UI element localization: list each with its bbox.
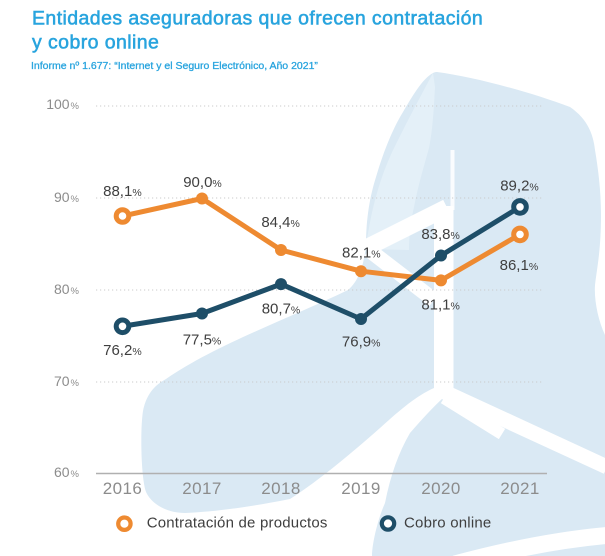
svg-text:81,1%: 81,1% [421,297,460,314]
svg-text:y cobro online: y cobro online [32,32,159,54]
svg-text:2018: 2018 [261,479,300,498]
svg-text:2019: 2019 [341,479,380,498]
svg-text:89,2%: 89,2% [500,178,539,195]
svg-text:Contratación de productos: Contratación de productos [147,515,328,532]
svg-text:Entidades aseguradoras que ofr: Entidades aseguradoras que ofrecen contr… [32,8,483,30]
svg-text:2020: 2020 [421,479,460,498]
svg-text:83,8%: 83,8% [421,226,460,243]
svg-text:77,5%: 77,5% [183,332,222,349]
svg-text:88,1%: 88,1% [103,183,142,200]
svg-text:2016: 2016 [103,479,142,498]
svg-text:Informe nº 1.677: “Internet y: Informe nº 1.677: “Internet y el Seguro … [31,60,318,72]
svg-text:90,0%: 90,0% [183,174,222,191]
svg-text:Cobro online: Cobro online [404,515,491,532]
svg-text:2017: 2017 [182,479,221,498]
svg-text:86,1%: 86,1% [500,257,539,274]
svg-text:76,2%: 76,2% [103,342,142,359]
svg-text:84,4%: 84,4% [261,214,300,231]
svg-text:2021: 2021 [500,479,539,498]
svg-text:80,7%: 80,7% [262,301,301,318]
svg-text:76,9%: 76,9% [342,334,381,351]
svg-text:82,1%: 82,1% [342,245,381,262]
